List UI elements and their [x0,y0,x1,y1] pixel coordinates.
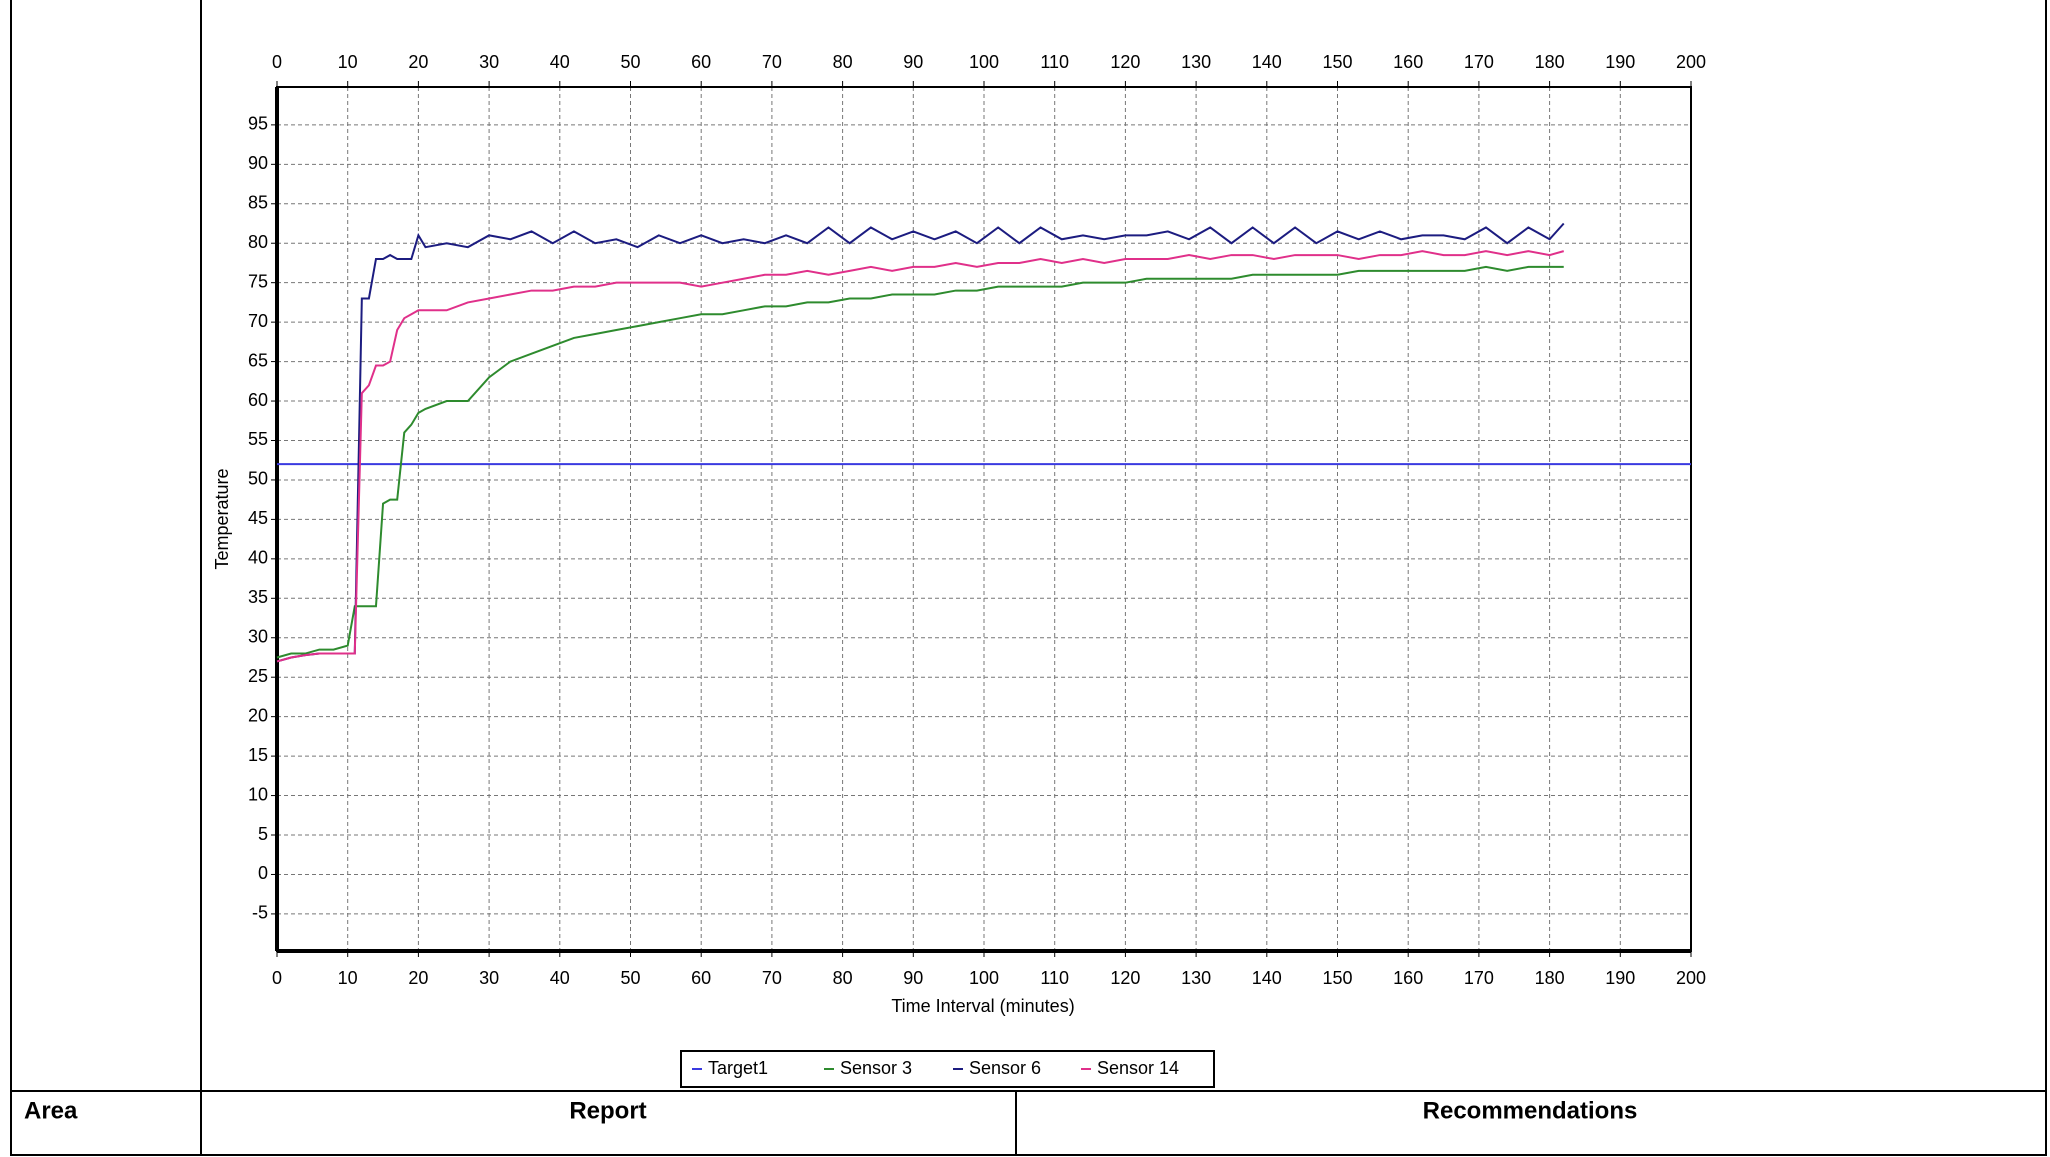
x-tick-label: 120 [1110,52,1140,72]
x-tick-label: 100 [969,52,999,72]
table-header: Report [569,1097,646,1124]
x-tick-label: 160 [1393,968,1423,988]
y-tick-label: 75 [248,271,268,291]
x-tick-label: 90 [903,52,923,72]
x-tick-label: 80 [833,52,853,72]
y-tick-label: -5 [252,903,268,923]
x-tick-label: 80 [833,968,853,988]
y-tick-label: 60 [248,390,268,410]
legend-label: Sensor 3 [840,1058,912,1078]
y-tick-label: 5 [258,824,268,844]
y-tick-label: 55 [248,429,268,449]
x-tick-label: 110 [1040,52,1069,72]
y-axis-title: Temperature [212,468,232,569]
y-tick-label: 70 [248,311,268,331]
y-tick-label: 10 [248,784,268,804]
x-tick-label: 90 [903,968,923,988]
x-axis-title: Time Interval (minutes) [891,996,1074,1016]
x-tick-label: 10 [338,968,358,988]
x-tick-label: 50 [620,52,640,72]
x-tick-label: 160 [1393,52,1423,72]
x-tick-label: 150 [1322,968,1352,988]
legend-label: Sensor 14 [1097,1058,1179,1078]
x-tick-label: 40 [550,968,570,988]
table-header: Area [24,1097,78,1124]
y-tick-label: 65 [248,350,268,370]
x-tick-label: 0 [272,968,282,988]
y-tick-label: 20 [248,705,268,725]
x-tick-label: 70 [762,52,782,72]
x-tick-label: 70 [762,968,782,988]
y-tick-label: 35 [248,587,268,607]
x-tick-label: 20 [408,968,428,988]
x-tick-label: 30 [479,52,499,72]
y-tick-label: 0 [258,863,268,883]
y-tick-label: 15 [248,745,268,765]
y-tick-label: 40 [248,548,268,568]
series-line [276,250,1565,663]
x-tick-label: 140 [1252,52,1282,72]
y-tick-label: 25 [248,666,268,686]
x-tick-label: 190 [1605,968,1635,988]
x-tick-label: 190 [1605,52,1635,72]
x-tick-label: 110 [1040,968,1069,988]
x-tick-label: 170 [1464,52,1494,72]
x-tick-label: 170 [1464,968,1494,988]
table-header: Recommendations [1423,1097,1638,1124]
y-tick-label: 30 [248,627,268,647]
x-tick-label: 150 [1322,52,1352,72]
legend-box [680,1050,1215,1088]
x-tick-label: 60 [691,968,711,988]
x-tick-label: 40 [550,52,570,72]
x-tick-label: 130 [1181,52,1211,72]
x-tick-label: 180 [1535,968,1565,988]
y-tick-label: 80 [248,232,268,252]
series-line [276,222,1565,663]
x-tick-label: 20 [408,52,428,72]
x-tick-label: 180 [1535,52,1565,72]
x-tick-label: 100 [969,968,999,988]
x-tick-label: 0 [272,52,282,72]
x-tick-label: 140 [1252,968,1282,988]
x-tick-label: 130 [1181,968,1211,988]
y-tick-label: 90 [248,153,268,173]
x-tick-label: 60 [691,52,711,72]
x-tick-label: 30 [479,968,499,988]
legend-label: Target1 [708,1058,768,1078]
x-tick-label: 120 [1110,968,1140,988]
series-line [276,265,1564,659]
y-tick-label: 45 [248,508,268,528]
x-tick-label: 10 [338,52,358,72]
x-tick-label: 200 [1676,52,1706,72]
y-tick-label: 85 [248,193,268,213]
x-tick-label: 200 [1676,968,1706,988]
y-tick-label: 50 [248,469,268,489]
x-tick-label: 50 [620,968,640,988]
legend-label: Sensor 6 [969,1058,1041,1078]
table-frame [10,0,2047,1156]
y-tick-label: 95 [248,114,268,134]
